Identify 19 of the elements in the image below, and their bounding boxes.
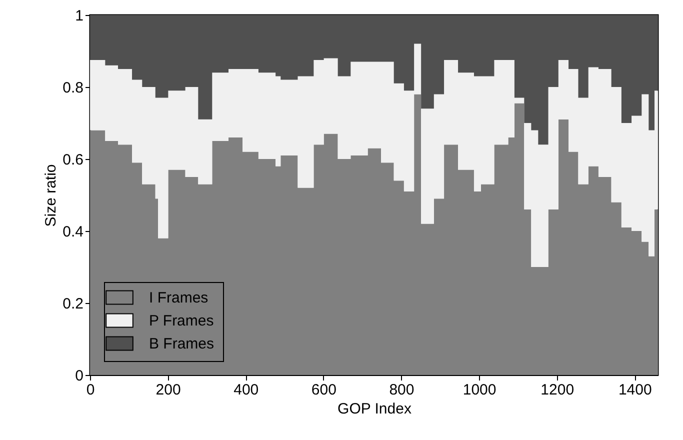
x-tick-label: 400 <box>234 382 259 398</box>
series-label: P Frames <box>149 312 214 330</box>
y-tick-label: 0.6 <box>62 152 84 168</box>
series-label: I Frames <box>149 290 208 306</box>
y-axis-title: Size ratio <box>42 164 60 227</box>
x-tick-label: 800 <box>389 382 414 398</box>
y-tick-label: 0 <box>75 368 84 384</box>
x-tick-label: 1200 <box>540 382 574 398</box>
x-tick-label: 1000 <box>462 382 496 398</box>
y-tick-label: 0.4 <box>62 224 84 240</box>
x-tick-label: 1400 <box>618 382 652 398</box>
y-tick-label: 1 <box>75 8 84 24</box>
series-label: B Frames <box>149 336 214 352</box>
y-tick-label: 0.2 <box>62 296 84 312</box>
x-tick-label: 600 <box>311 382 336 398</box>
x-tick-label: 0 <box>86 382 95 398</box>
y-tick-label: 0.8 <box>62 80 84 96</box>
x-axis-title: GOP Index <box>338 400 412 418</box>
x-tick-label: 200 <box>156 382 181 398</box>
